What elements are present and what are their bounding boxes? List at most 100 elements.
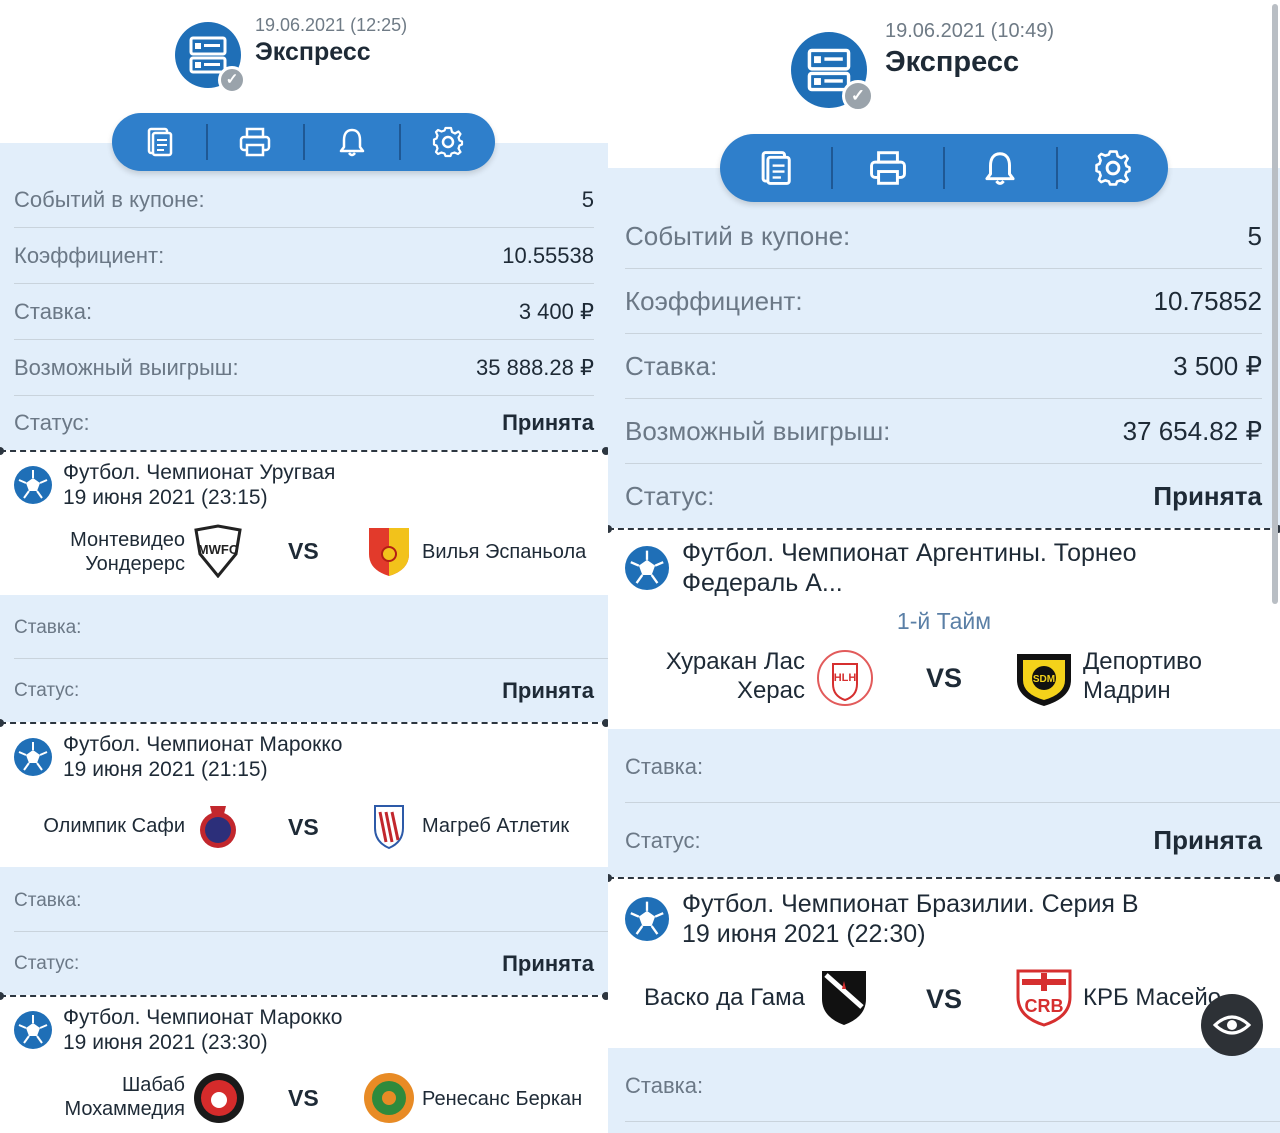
match-status-row: Статус: Принята	[625, 804, 1262, 877]
away-team: Депортиво Мадрин	[1083, 648, 1202, 704]
notifications-button[interactable]	[305, 113, 399, 171]
football-icon	[14, 466, 52, 504]
summary-label: Возможный выигрыш:	[625, 415, 891, 446]
toolbar-divider	[206, 124, 209, 160]
summary-value: Принята	[1153, 480, 1262, 511]
ticket-notch	[1274, 874, 1280, 882]
home-team: Васко да Гама	[643, 984, 805, 1011]
coupon-title: Экспресс	[255, 38, 371, 66]
coupon-list-icon	[147, 127, 173, 157]
coupon-date: 19.06.2021 (10:49)	[885, 20, 1055, 42]
svg-text:MWFC: MWFC	[198, 542, 239, 557]
gear-icon	[1094, 150, 1131, 186]
bell-icon	[985, 152, 1015, 185]
stake-label: Ставка:	[14, 617, 82, 638]
coupon-list-button[interactable]	[720, 134, 831, 202]
ticket-notch	[0, 719, 4, 727]
away-team-crest-icon	[366, 524, 412, 583]
match-stake-row: Ставка:	[625, 732, 1280, 803]
home-team: Олимпик Сафи	[43, 815, 185, 837]
summary-label: Ставка:	[14, 298, 93, 324]
summary-row-status: Статус: Принята	[625, 464, 1262, 528]
coupon-panel-right: ✓ 19.06.2021 (10:49) Экспресс Событий в …	[608, 0, 1280, 1133]
summary-label: Статус:	[625, 480, 715, 511]
match-stake-row: Ставка:	[14, 598, 608, 659]
coupon-toolbar	[112, 113, 495, 171]
home-team-crest-icon	[196, 798, 240, 857]
away-team-crest-icon: CRB	[1014, 967, 1074, 1032]
print-button[interactable]	[208, 113, 302, 171]
stake-label: Ставка:	[625, 754, 704, 779]
summary-label: Событий в купоне:	[14, 186, 205, 212]
summary-label: Возможный выигрыш:	[14, 354, 239, 380]
match-card[interactable]: Футбол. Чемпионат Бразилии. Серия B 19 и…	[608, 879, 1280, 1048]
match-league: Футбол. Чемпионат Марокко	[63, 1006, 343, 1029]
match-league: Футбол. Чемпионат Уругвая	[63, 461, 336, 484]
status-value: Принята	[502, 678, 594, 703]
ticket-notch	[602, 992, 608, 1000]
match-stake-row: Ставка:	[625, 1050, 1280, 1122]
match-details	[608, 1048, 1280, 1133]
summary-row-stake: Ставка: 3 500 ₽	[625, 334, 1262, 399]
match-card[interactable]: Футбол. Чемпионат Марокко 19 июня 2021 (…	[0, 724, 608, 867]
match-card[interactable]: Футбол. Чемпионат Уругвая 19 июня 2021 (…	[0, 452, 608, 595]
match-league: Футбол. Чемпионат Бразилии. Серия B	[682, 890, 1139, 918]
match-date: 19 июня 2021 (23:15)	[63, 486, 268, 509]
coupon-title: Экспресс	[885, 46, 1020, 78]
settings-button[interactable]	[1058, 134, 1169, 202]
toolbar-divider	[943, 147, 945, 189]
summary-row-odds: Коэффициент: 10.75852	[625, 269, 1262, 334]
status-label: Статус:	[14, 680, 80, 701]
away-team-crest-icon	[372, 798, 406, 857]
status-value: Принята	[502, 951, 594, 976]
summary-label: Коэффициент:	[625, 285, 803, 316]
svg-text:HLH: HLH	[834, 672, 857, 684]
vs-label: VS	[288, 1085, 319, 1111]
summary-label: Коэффициент:	[14, 242, 165, 268]
match-card[interactable]: Футбол. Чемпионат Марокко 19 июня 2021 (…	[0, 997, 608, 1133]
ticket-divider	[608, 528, 1280, 530]
print-icon	[869, 151, 906, 185]
visibility-toggle-button[interactable]	[1201, 994, 1263, 1056]
summary-value: 3 500 ₽	[1173, 350, 1262, 381]
home-team-crest-icon	[192, 1071, 246, 1130]
summary-value: 10.75852	[1153, 285, 1262, 316]
bell-icon	[339, 128, 364, 157]
ticket-divider	[0, 995, 608, 997]
summary-section	[0, 143, 608, 450]
settings-button[interactable]	[401, 113, 495, 171]
summary-label: Статус:	[14, 410, 90, 435]
ticket-notch	[602, 719, 608, 727]
accepted-check-icon: ✓	[218, 66, 246, 94]
home-team-crest-icon: MWFC	[190, 524, 246, 583]
match-league: Футбол. Чемпионат Марокко	[63, 733, 343, 756]
accepted-check-icon: ✓	[842, 80, 874, 112]
match-date: 19 июня 2021 (21:15)	[63, 758, 268, 781]
stake-label: Ставка:	[14, 889, 82, 911]
away-team-crest-icon: SDM	[1013, 646, 1075, 713]
football-icon	[625, 546, 669, 590]
notifications-button[interactable]	[945, 134, 1056, 202]
summary-value: 5	[581, 186, 594, 212]
vs-label: VS	[288, 538, 319, 564]
match-status-row: Статус: Принята	[14, 660, 594, 722]
summary-row-stake: Ставка: 3 400 ₽	[14, 284, 594, 340]
away-team-crest-icon	[362, 1071, 416, 1130]
match-details	[608, 729, 1280, 877]
toolbar-divider	[830, 147, 833, 189]
away-team: Вилья Эспаньола	[422, 541, 587, 563]
scrollbar[interactable]	[1272, 4, 1278, 604]
coupon-toolbar	[720, 134, 1168, 202]
match-period: 1-й Тайм	[896, 608, 992, 634]
ticket-notch	[608, 874, 612, 882]
summary-row-payout: Возможный выигрыш: 37 654.82 ₽	[625, 399, 1262, 464]
match-stake-row: Ставка:	[14, 870, 608, 932]
print-button[interactable]	[833, 134, 944, 202]
coupon-list-button[interactable]	[112, 113, 206, 171]
stake-label: Ставка:	[625, 1072, 704, 1098]
summary-row-events: Событий в купоне: 5	[625, 204, 1262, 269]
status-label: Статус:	[14, 953, 80, 974]
match-status-row: Статус: Принята	[14, 933, 594, 995]
match-card[interactable]: Футбол. Чемпионат Аргентины. Торнео Феде…	[608, 530, 1280, 729]
football-icon	[625, 897, 669, 941]
